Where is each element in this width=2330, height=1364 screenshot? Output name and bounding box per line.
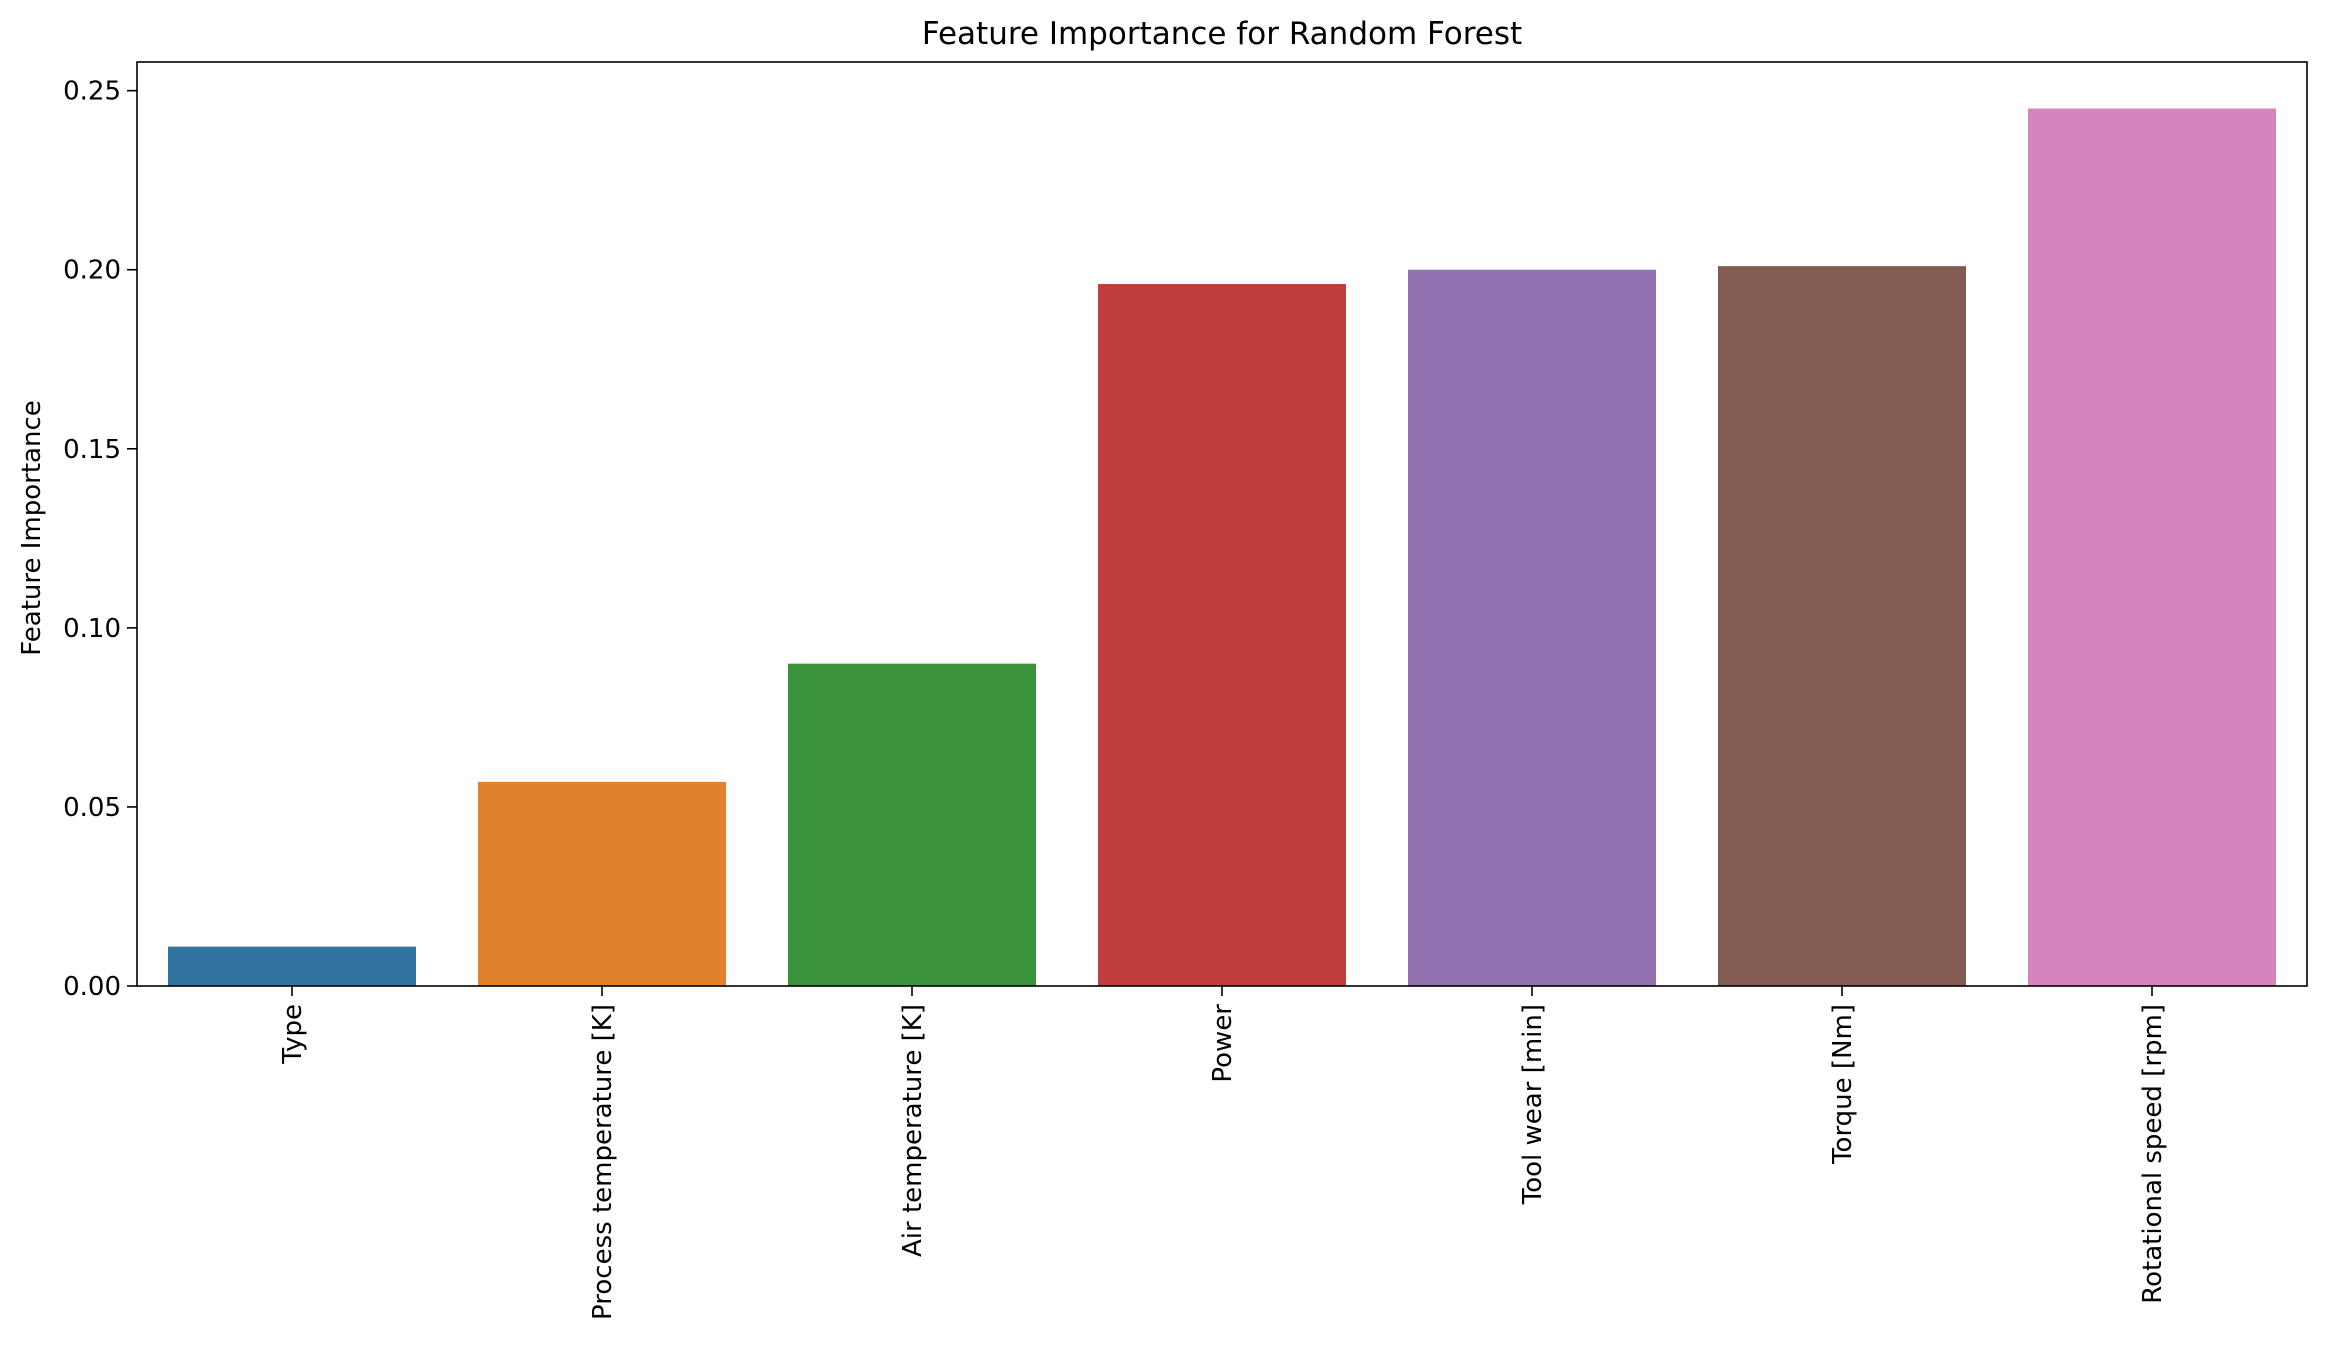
bar-2 — [788, 663, 1036, 986]
x-tick-label: Torque [Nm] — [1828, 1004, 1858, 1165]
x-tick-label: Type — [278, 1004, 308, 1065]
x-tick-label: Rotational speed [rpm] — [2138, 1004, 2168, 1304]
x-ticks-group: Type Process temperature [K] Air temperatu… — [278, 986, 2168, 1320]
plot-frame — [136, 61, 2308, 987]
y-tick-label: 0.00 — [63, 972, 121, 1002]
x-tick-label: Tool wear [min] — [1518, 1004, 1548, 1205]
y-tick-label: 0.20 — [63, 256, 121, 286]
x-tick-label: Air temperature [K] — [898, 1004, 928, 1257]
bar-3 — [1098, 284, 1346, 986]
bar-4 — [1408, 269, 1656, 986]
y-tick-label: 0.15 — [63, 435, 121, 465]
bar-0 — [168, 946, 416, 986]
bars-group — [168, 108, 2276, 987]
y-tick-label: 0.25 — [63, 77, 121, 107]
x-tick-label: Process temperature [K] — [588, 1004, 618, 1320]
y-tick-label: 0.05 — [63, 793, 121, 823]
y-ticks-group: 0.00 0.05 0.10 0.15 0.20 0.25 — [63, 77, 137, 1002]
bar-1 — [478, 781, 726, 986]
bar-6 — [2028, 108, 2276, 987]
bar-5 — [1718, 266, 1966, 986]
y-tick-label: 0.10 — [63, 614, 121, 644]
y-axis-label: Feature Importance — [17, 400, 47, 656]
chart-title: Feature Importance for Random Forest — [922, 16, 1522, 52]
x-tick-label: Power — [1208, 1004, 1238, 1083]
